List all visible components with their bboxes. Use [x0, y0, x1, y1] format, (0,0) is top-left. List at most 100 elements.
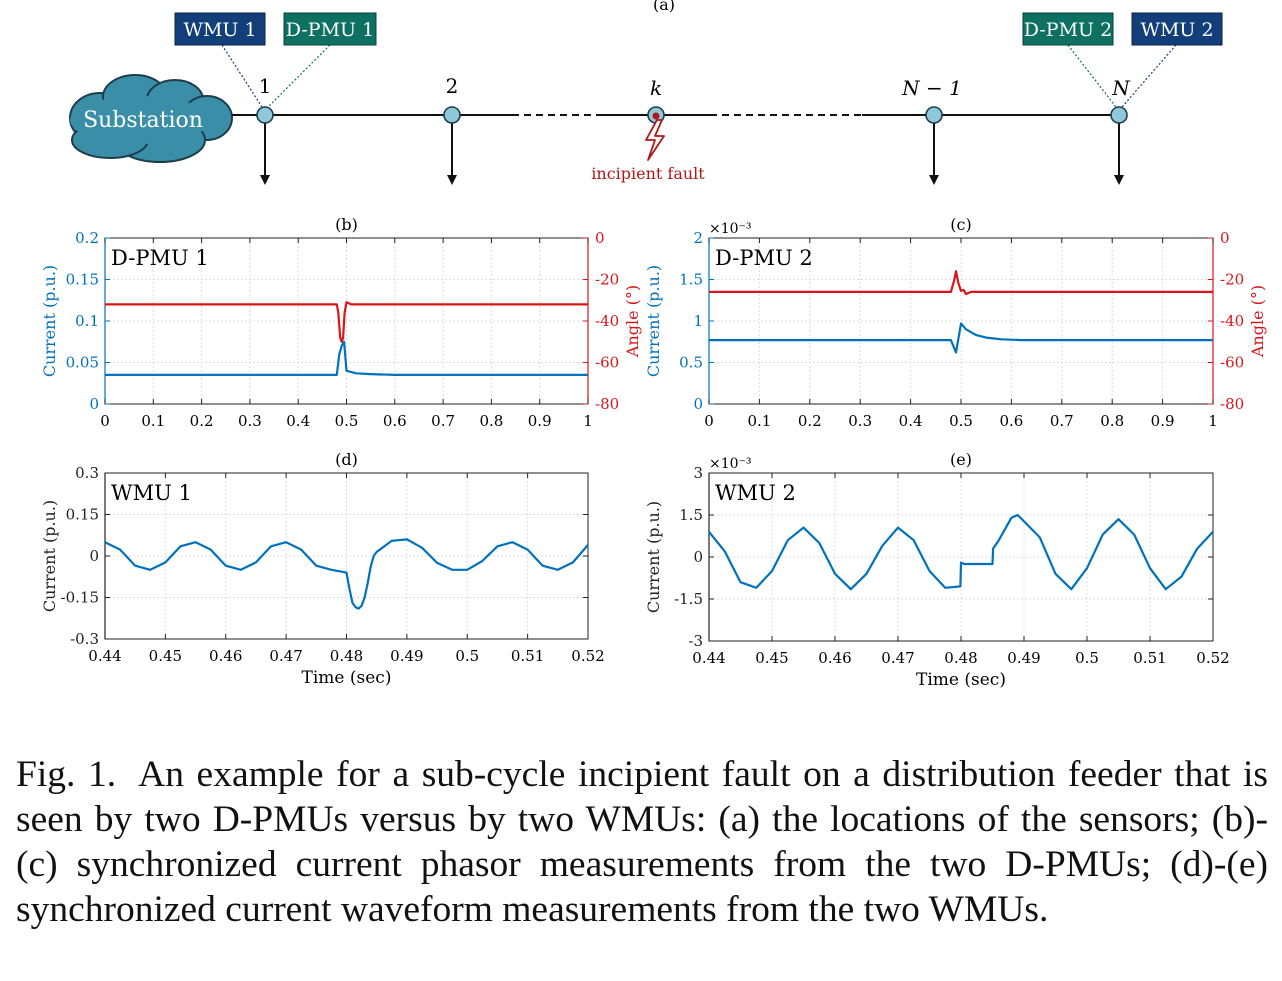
node-n	[1110, 106, 1128, 124]
series-line-1	[105, 301, 588, 343]
substation-cloud: Substation	[69, 74, 233, 163]
x-tick-label: 0.1	[747, 412, 771, 430]
nodes	[256, 106, 1128, 124]
y-tick-label: -1.5	[674, 590, 703, 608]
sensor-dpmu2: D-PMU 2	[1022, 12, 1114, 46]
x-tick-label: 0.45	[149, 647, 182, 665]
fault-point	[652, 112, 660, 120]
x-axis-label: Time (sec)	[302, 668, 392, 688]
y-tick-label: 0.05	[66, 354, 99, 372]
y2-tick-label: -80	[595, 395, 619, 413]
x-tick-label: 0.45	[755, 649, 788, 667]
x-axis-label: Time (sec)	[916, 670, 1006, 690]
x-tick-label: 0.6	[383, 412, 407, 430]
series-line-1	[709, 270, 1213, 296]
y-tick-label: 1	[693, 312, 703, 330]
x-tick-label: 0.5	[335, 412, 359, 430]
y-axis-label: Current (p.u.)	[644, 501, 663, 613]
x-tick-label: 0.47	[269, 647, 302, 665]
y-axis-label: Current (p.u.)	[40, 265, 59, 377]
x-tick-label: 0.3	[238, 412, 262, 430]
x-tick-label: 0.2	[798, 412, 822, 430]
y-axis-label: Current (p.u.)	[644, 265, 663, 377]
x-tick-label: 0.7	[431, 412, 455, 430]
y2-tick-label: -40	[595, 312, 619, 330]
y-tick-label: 1.5	[679, 506, 703, 524]
y-tick-label: 0.2	[75, 229, 99, 247]
y-tick-label: 0	[89, 547, 99, 565]
x-tick-label: 0.3	[848, 412, 872, 430]
grid-lines	[709, 473, 1213, 641]
plot-annotation: WMU 1	[111, 481, 192, 505]
chart-wmu2-waveform: (e) 0.44 0.45 0.46 0.47 0.48 0.49 0.5 0.51 0.52 -3…	[644, 450, 1230, 690]
sensor-dpmu1-label: D-PMU 1	[286, 19, 374, 41]
y-exponent-label: ×10⁻³	[709, 456, 752, 472]
caption-label: Fig. 1.	[16, 754, 117, 795]
sensor-wmu2-label: WMU 2	[1140, 19, 1213, 41]
sensor-wmu1: WMU 1	[174, 12, 266, 46]
node-label-n1: N − 1	[901, 76, 962, 100]
node-1	[256, 106, 274, 124]
y-axis-label: Current (p.u.)	[40, 500, 59, 612]
y-tick-label: 0.1	[75, 312, 99, 330]
y2-axis-label: Angle (°)	[1248, 285, 1267, 358]
x-tick-label: 0.52	[571, 647, 604, 665]
series-line-0	[708, 513, 1214, 591]
x-tick-label: 0.44	[692, 649, 725, 667]
y-tick-label: 2	[693, 229, 703, 247]
x-tick-label: 0	[704, 412, 714, 430]
y-tick-label: 1.5	[679, 271, 703, 289]
y-tick-label: 0	[693, 548, 703, 566]
y-tick-label: 0	[89, 395, 99, 413]
caption-text: An example for a sub-cycle incipient fau…	[16, 754, 1269, 930]
x-tick-label: 0.4	[899, 412, 923, 430]
y2-tick-label: -60	[595, 354, 619, 372]
lightning-icon	[645, 119, 665, 161]
y2-tick-label: 0	[1220, 229, 1230, 247]
x-tick-label: 0.2	[190, 412, 214, 430]
sensor-dpmu2-label: D-PMU 2	[1024, 19, 1112, 41]
x-tick-label: 0.48	[944, 649, 977, 667]
x-tick-label: 0.5	[949, 412, 973, 430]
x-tick-label: 0.5	[1075, 649, 1099, 667]
feeder-diagram: (a) Substation	[69, 0, 1223, 185]
chart-dpmu2-phasor: (c) 0 0.1 0.2 0.3 0.4 0.5 0.6 0.7 0.8 0.9 1 0 0.5 1 1.5…	[644, 215, 1267, 430]
panel-label-c: (c)	[950, 215, 971, 234]
y-exponent-label: ×10⁻³	[709, 221, 752, 237]
node-label-2: 2	[446, 74, 459, 98]
fault-label: incipient fault	[591, 164, 705, 183]
x-tick-label: 0.5	[455, 647, 479, 665]
y-tick-label: 0.15	[66, 506, 99, 524]
x-tick-label: 1	[1208, 412, 1218, 430]
x-tick-label: 0.6	[999, 412, 1023, 430]
y2-tick-label: -80	[1220, 395, 1244, 413]
y-tick-label: 0	[693, 395, 703, 413]
y2-tick-label: -40	[1220, 312, 1244, 330]
node-label-1: 1	[259, 74, 272, 98]
y-tick-label: -3	[688, 632, 703, 650]
plot-annotation: WMU 2	[715, 481, 796, 505]
x-tick-label: 0.52	[1196, 649, 1229, 667]
series-line-0	[104, 538, 589, 610]
y2-tick-label: -20	[595, 271, 619, 289]
node-n1	[925, 106, 943, 124]
x-tick-label: 0.1	[141, 412, 165, 430]
x-tick-label: 0.48	[330, 647, 363, 665]
x-tick-label: 0.9	[528, 412, 552, 430]
sensor-links	[221, 44, 1177, 108]
x-tick-label: 0.9	[1151, 412, 1175, 430]
chart-dpmu1-phasor: (b) 0 0.1 0.2 0.3 0.4 0.5 0.6 0.7 0.8 0.9 1 0 0.05 0.1…	[40, 215, 642, 430]
x-tick-label: 0.46	[209, 647, 242, 665]
y-tick-label: 0.15	[66, 271, 99, 289]
x-tick-label: 0.8	[479, 412, 503, 430]
figure: (a) Substation	[40, 0, 1267, 690]
figure-canvas: (a) Substation	[40, 0, 1267, 690]
series-line-0	[105, 340, 588, 376]
sensor-wmu2: WMU 2	[1131, 12, 1223, 46]
x-tick-label: 0.51	[511, 647, 544, 665]
y-tick-label: -0.15	[61, 589, 99, 607]
x-tick-label: 1	[583, 412, 593, 430]
series-line-0	[709, 322, 1213, 354]
node-2	[443, 106, 461, 124]
x-tick-label: 0.8	[1100, 412, 1124, 430]
